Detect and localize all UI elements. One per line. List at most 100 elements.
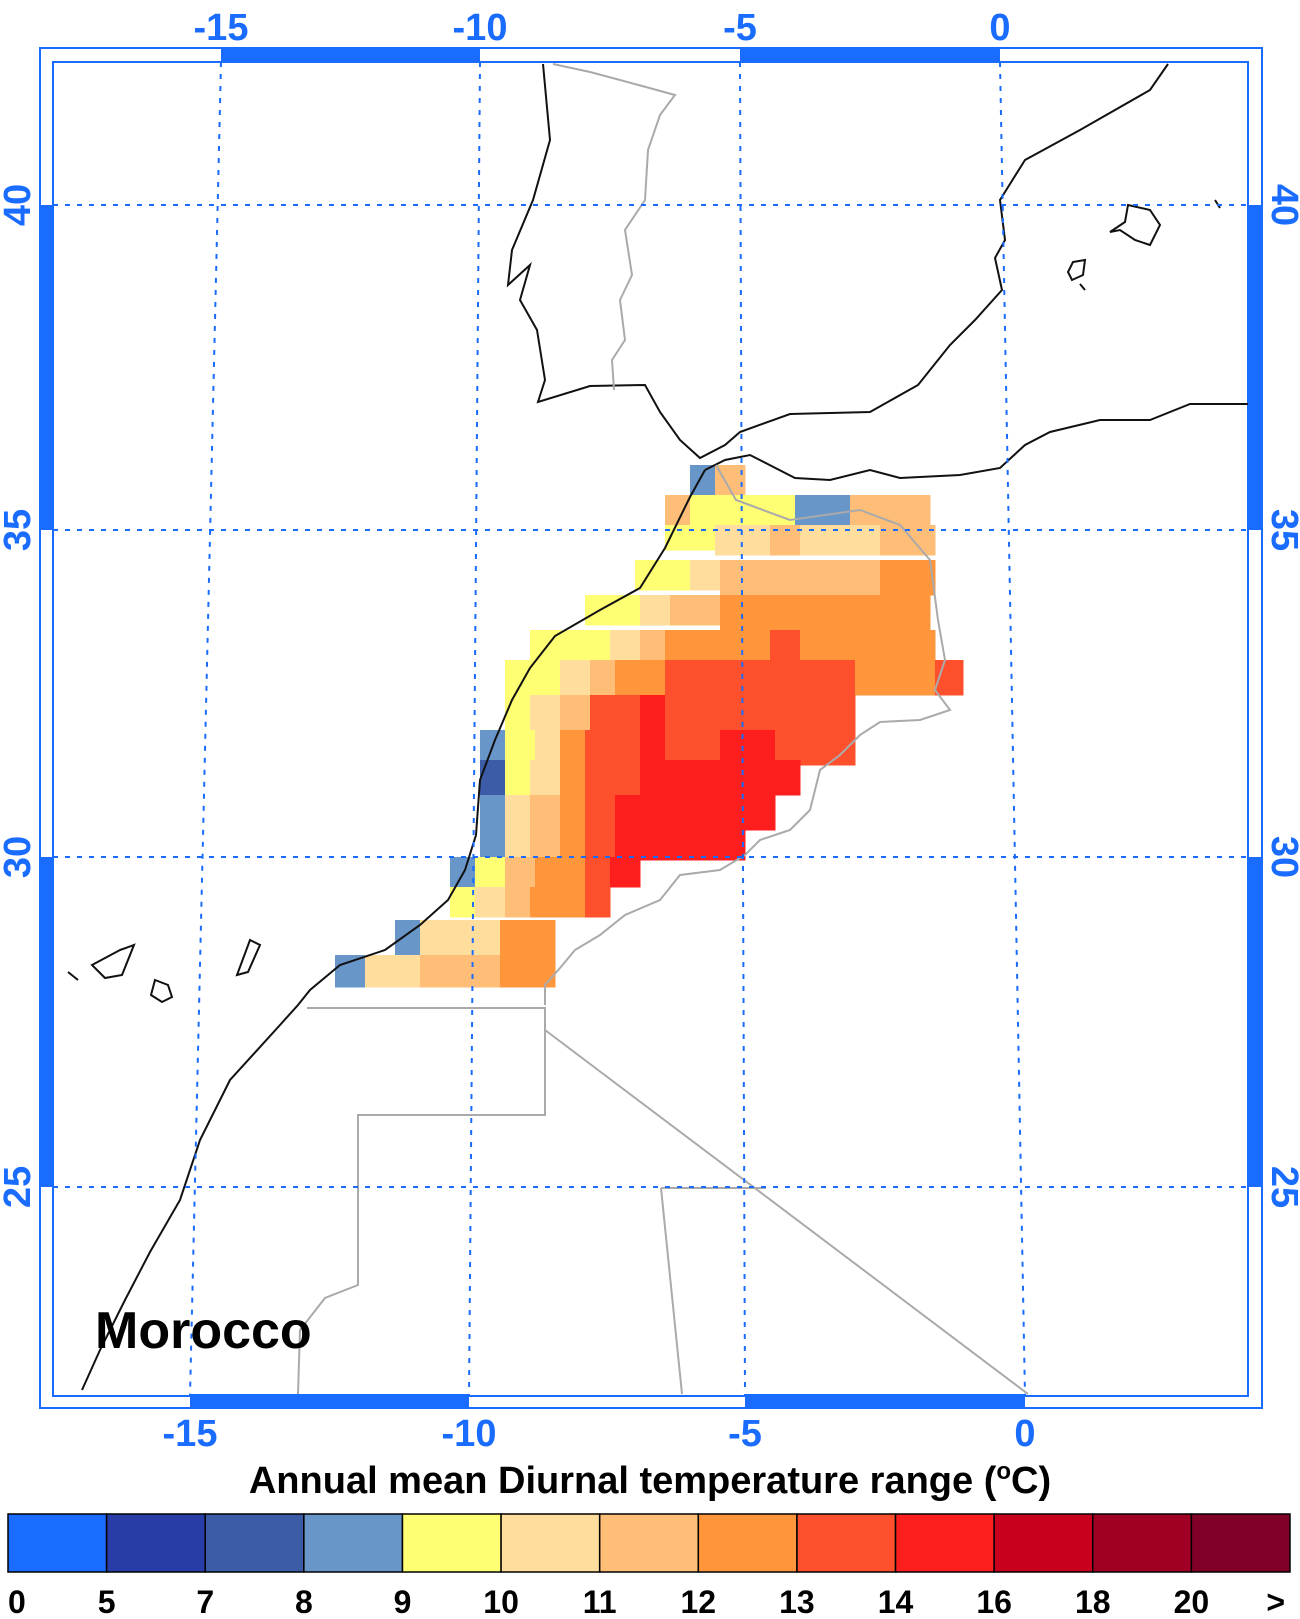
- grid-cell: [505, 795, 531, 831]
- grid-cell: [800, 630, 936, 661]
- country-borders: [297, 63, 1029, 1395]
- colorbar-swatch: [697, 1513, 798, 1573]
- axis-bars: [40, 48, 1262, 1408]
- outer-frame: [39, 47, 1263, 1409]
- grid-cell: [665, 730, 721, 766]
- colorbar-labels: 0 5 7 8 9 10 11 12 13 14 16 18 20 >: [8, 1584, 1285, 1619]
- grid-cell: [560, 695, 591, 731]
- grid-cell: [855, 660, 936, 696]
- grid-cell: [530, 887, 586, 918]
- colorbar: [7, 1513, 1291, 1573]
- grid-cell: [560, 795, 586, 831]
- colorbar-label: 16: [976, 1584, 1012, 1619]
- grid-cell: [740, 495, 796, 526]
- grid-cell: [480, 760, 506, 796]
- grid-cell: [585, 887, 611, 918]
- top-tick-label: -10: [453, 7, 508, 49]
- colorbar-label: 10: [483, 1584, 519, 1619]
- grid-cell: [585, 595, 641, 626]
- map-frame: [52, 61, 1249, 1397]
- grid-cell: [610, 630, 641, 661]
- grid-cell: [665, 525, 716, 551]
- left-tick-label: 25: [0, 1166, 39, 1208]
- grid-cell: [530, 795, 561, 831]
- grid-cell: [475, 857, 506, 888]
- grid-cell: [690, 560, 721, 591]
- grid-cell: [640, 630, 666, 661]
- caption-unit: C): [1011, 1460, 1051, 1502]
- bottom-tick-label: 0: [1014, 1413, 1035, 1455]
- colorbar-label: 9: [394, 1584, 412, 1619]
- grid-cell: [365, 955, 421, 988]
- colorbar-label: 11: [583, 1584, 617, 1619]
- colorbar-swatch: [598, 1513, 700, 1573]
- colorbar-swatch: [894, 1513, 995, 1573]
- grid-cell: [505, 887, 531, 918]
- grid-cell: [640, 695, 666, 731]
- grid-cell: [475, 887, 506, 918]
- colorbar-label: 20: [1174, 1584, 1210, 1619]
- grid-cell: [665, 660, 856, 696]
- colorbar-label: 0: [8, 1584, 26, 1619]
- grid-cell: [585, 760, 641, 796]
- right-tick-label: 30: [1263, 836, 1300, 878]
- grid-cell: [720, 595, 931, 631]
- grid-cell: [480, 795, 506, 831]
- grid-cell: [585, 857, 611, 888]
- grid-cell: [795, 495, 851, 526]
- region-label: Morocco: [95, 1302, 312, 1360]
- colorbar-swatch: [204, 1513, 305, 1573]
- colorbar-swatch: [7, 1513, 108, 1573]
- colorbar-swatch: [796, 1513, 897, 1573]
- grid-cell: [505, 760, 531, 796]
- grid-cell: [690, 495, 741, 526]
- grid-cell: [335, 955, 366, 988]
- grid-cell: [880, 560, 936, 596]
- grid-cell: [535, 730, 561, 766]
- grid-cell: [670, 595, 721, 626]
- grid-cell: [470, 920, 501, 956]
- grid-cell: [505, 825, 531, 861]
- right-tick-label: 35: [1263, 509, 1300, 551]
- grid-cell: [530, 825, 561, 861]
- left-tick-label: 40: [0, 184, 39, 226]
- bottom-tick-label: -15: [163, 1413, 218, 1455]
- right-axis-labels: 40 35 30 25: [1263, 184, 1300, 1208]
- grid-cell: [505, 857, 536, 888]
- grid-cell: [590, 695, 641, 731]
- grid-cell: [530, 695, 561, 731]
- colorbar-label: 12: [681, 1584, 717, 1619]
- colorbar-label: 5: [98, 1584, 116, 1619]
- grid-cell: [615, 825, 746, 861]
- colorbar-swatch: [1092, 1513, 1193, 1573]
- colorbar-swatch: [303, 1513, 404, 1573]
- caption-superscript: o: [996, 1458, 1011, 1485]
- grid-cell: [480, 825, 506, 861]
- grid-cell: [775, 730, 856, 766]
- top-tick-label: -15: [194, 7, 249, 49]
- grid-cell: [640, 730, 666, 766]
- colorbar-label: 8: [295, 1584, 313, 1619]
- left-tick-label: 35: [0, 509, 39, 551]
- top-axis-labels: -15 -10 -5 0: [194, 7, 1011, 49]
- right-tick-label: 25: [1263, 1166, 1300, 1208]
- grid-cell: [640, 595, 671, 626]
- colorbar-label: 7: [196, 1584, 214, 1619]
- grid-cell: [635, 560, 691, 591]
- grid-cell: [560, 760, 586, 796]
- bottom-axis-labels: -15 -10 -5 0: [163, 1413, 1036, 1455]
- colorbar-label: 14: [878, 1584, 914, 1619]
- grid-cell: [505, 695, 531, 731]
- temperature-grid-cells: [335, 465, 964, 988]
- top-tick-label: -5: [723, 7, 757, 49]
- grid-cell: [720, 560, 881, 596]
- grid-cell: [615, 660, 666, 696]
- grid-cell: [585, 730, 641, 766]
- colorbar-swatch: [105, 1513, 206, 1573]
- colorbar-label: 13: [779, 1584, 815, 1619]
- grid-cell: [720, 730, 776, 766]
- grid-cell: [420, 955, 501, 988]
- grid-cell: [560, 730, 586, 766]
- grid-cell: [615, 795, 776, 831]
